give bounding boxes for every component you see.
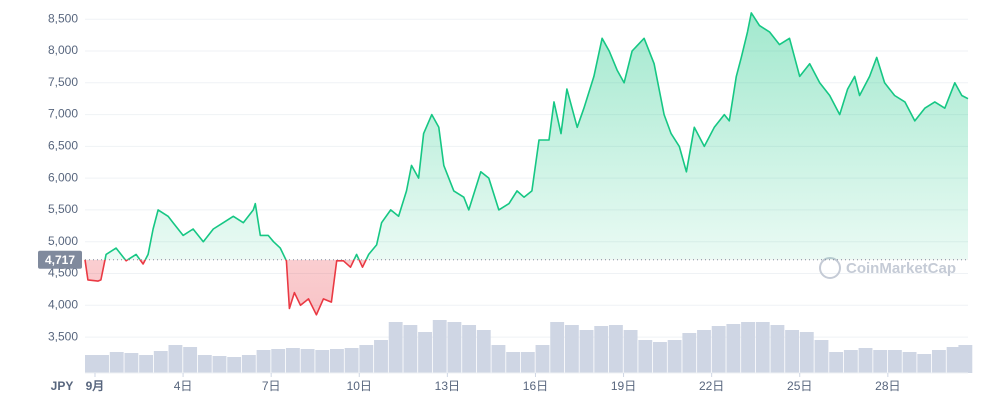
x-tick-label: 4日	[174, 379, 193, 393]
volume-bar	[785, 330, 800, 373]
volume-bar	[799, 332, 814, 373]
volume-bar	[403, 325, 418, 373]
y-tick-label: 6,500	[48, 139, 78, 153]
y-tick-label: 8,500	[48, 11, 78, 25]
volume-bar	[153, 351, 168, 373]
y-tick-label: 7,000	[48, 107, 78, 121]
x-tick-label: 19日	[611, 379, 636, 393]
volume-bar	[917, 354, 932, 373]
volume-bar	[711, 326, 726, 373]
y-tick-label: 4,500	[48, 266, 78, 280]
volume-bar	[388, 322, 403, 373]
volume-bar	[256, 350, 271, 373]
volume-bar	[344, 348, 359, 373]
volume-bar	[520, 352, 535, 373]
volume-bar	[506, 352, 521, 373]
volume-bar	[653, 342, 667, 373]
volume-bar	[462, 325, 477, 373]
volume-bar	[330, 349, 344, 373]
x-tick-label: 10日	[347, 379, 372, 393]
y-tick-label: 4,000	[48, 297, 78, 311]
volume-bar	[594, 326, 609, 373]
x-tick-label: 28日	[875, 379, 900, 393]
volume-bar	[109, 352, 124, 373]
volume-bar	[447, 322, 462, 373]
volume-bar	[535, 345, 550, 373]
area-down	[85, 259, 367, 315]
x-tick-label: 9月	[86, 379, 105, 393]
volume-bar	[858, 348, 873, 373]
watermark: CoinMarketCap	[819, 257, 956, 279]
x-tick-label: 25日	[787, 379, 812, 393]
volume-bar	[843, 350, 858, 373]
x-tick-label: 16日	[523, 379, 548, 393]
volume-bar	[271, 349, 286, 373]
volume-bar	[550, 322, 565, 373]
volume-bar	[697, 330, 711, 373]
volume-bar	[491, 345, 506, 373]
volume-bar	[873, 350, 888, 373]
volume-bar	[946, 347, 961, 373]
area-up	[85, 12, 968, 260]
baseline-label-box	[38, 250, 82, 269]
y-tick-label: 7,500	[48, 75, 78, 89]
volume-bar	[755, 322, 770, 373]
volume-bar	[183, 347, 198, 373]
volume-bar	[579, 330, 594, 373]
y-axis-label: JPY	[51, 379, 74, 393]
volume-bar	[682, 333, 697, 373]
price-line-up	[84, 12, 969, 260]
volume-bar	[197, 355, 212, 373]
volume-bar	[770, 325, 785, 373]
volume-bar	[95, 355, 109, 373]
volume-bar	[741, 322, 755, 373]
volume-bar	[902, 352, 917, 373]
volume-bar	[476, 330, 491, 373]
y-tick-label: 5,000	[48, 234, 78, 248]
volume-bar	[608, 325, 623, 373]
volume-bar	[212, 356, 227, 373]
volume-bar	[564, 325, 579, 373]
volume-bar	[124, 353, 139, 373]
volume-bar	[931, 350, 946, 373]
volume-bar	[359, 345, 374, 373]
y-tick-label: 5,500	[48, 202, 78, 216]
y-tick-label: 3,500	[48, 329, 78, 343]
volume-bar	[418, 332, 432, 373]
x-tick-label: 13日	[435, 379, 460, 393]
volume-bar	[829, 352, 844, 373]
volume-bar	[638, 340, 653, 373]
volume-bar	[958, 345, 973, 373]
volume-bar	[814, 340, 829, 373]
volume-bar	[623, 330, 638, 373]
volume-bar	[887, 350, 902, 373]
x-tick-label: 22日	[699, 379, 724, 393]
volume-bar	[667, 340, 682, 373]
volume-bar	[139, 355, 154, 373]
watermark-logo	[819, 257, 841, 279]
volume-bar	[285, 348, 300, 373]
volume-bar	[315, 350, 330, 373]
watermark-text: CoinMarketCap	[846, 260, 956, 277]
y-tick-label: 8,000	[48, 43, 78, 57]
volume-bar	[374, 340, 388, 373]
volume-bar	[726, 324, 741, 373]
volume-bar	[241, 355, 256, 373]
x-tick-label: 7日	[262, 379, 281, 393]
volume-bar	[300, 349, 315, 373]
y-tick-label: 6,000	[48, 170, 78, 184]
volume-bar	[432, 320, 447, 373]
volume-bar	[168, 345, 183, 373]
baseline-label: 4,717	[45, 253, 75, 267]
volume-bar	[227, 357, 242, 373]
